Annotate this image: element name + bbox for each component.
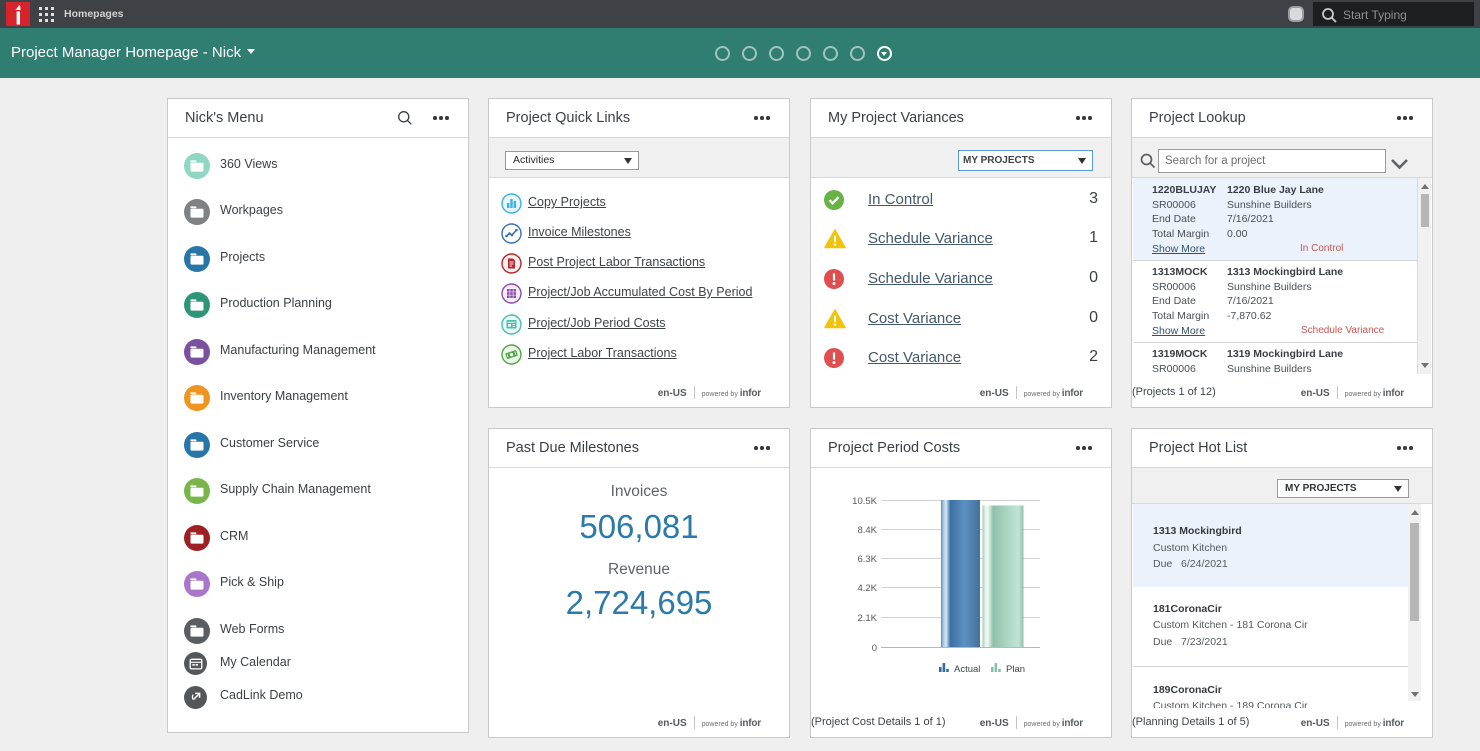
svg-text:4.2K: 4.2K bbox=[857, 583, 877, 594]
svg-text:0: 0 bbox=[872, 643, 877, 654]
svg-text:6.3K: 6.3K bbox=[857, 554, 877, 565]
svg-text:Actual: Actual bbox=[954, 664, 980, 675]
svg-text:8.4K: 8.4K bbox=[857, 525, 877, 536]
svg-text:Plan: Plan bbox=[1006, 664, 1025, 675]
svg-text:10.5K: 10.5K bbox=[852, 496, 877, 507]
svg-text:2.1K: 2.1K bbox=[857, 613, 877, 624]
